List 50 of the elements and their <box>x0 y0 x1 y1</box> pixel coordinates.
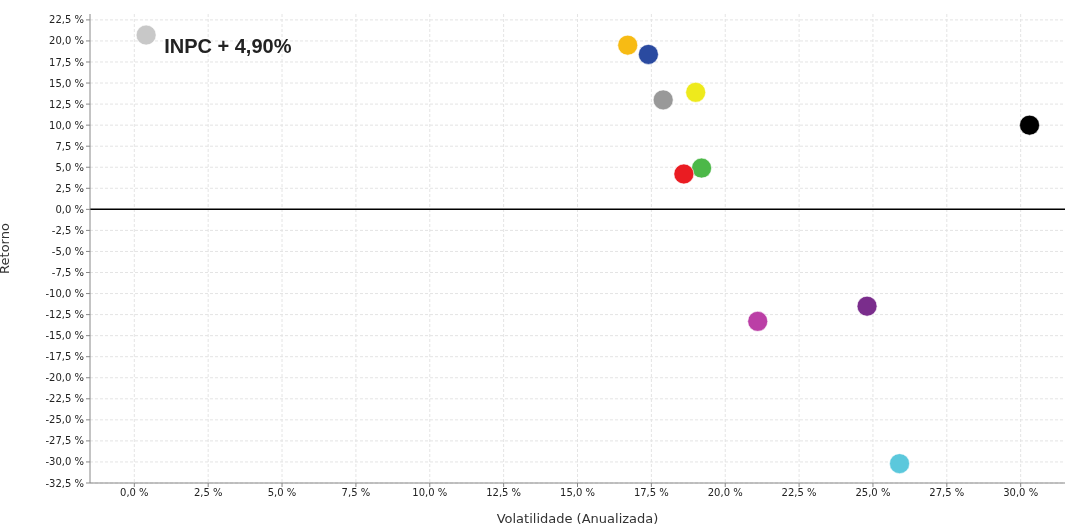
y-tick-label: 10,0 % <box>49 119 84 131</box>
point <box>1019 114 1041 136</box>
y-tick-label: -32,5 % <box>45 477 84 489</box>
x-tick-label: 12,5 % <box>486 487 522 499</box>
y-tick-label: 15,0 % <box>49 77 84 89</box>
y-axis-title: Retorno <box>0 223 12 274</box>
point <box>135 24 157 46</box>
point <box>637 43 659 65</box>
x-tick-label: 17,5 % <box>633 487 669 499</box>
x-axis-title: Volatilidade (Anualizada) <box>496 511 659 525</box>
x-tick-label: 27,5 % <box>929 487 965 499</box>
x-tick-label: 2,5 % <box>193 487 223 499</box>
x-tick-label: 0,0 % <box>120 487 149 499</box>
y-tick-label: 20,0 % <box>49 35 84 47</box>
point <box>856 295 878 317</box>
point <box>673 163 695 185</box>
y-tick-label: 17,5 % <box>49 56 84 68</box>
y-tick-label: -17,5 % <box>45 351 84 363</box>
point <box>617 34 639 56</box>
y-tick-label: -20,0 % <box>45 372 84 384</box>
y-tick-label: -22,5 % <box>45 393 84 405</box>
x-tick-label: 5,0 % <box>267 487 297 499</box>
x-tick-label: 20,0 % <box>707 487 743 499</box>
y-tick-label: -10,0 % <box>45 288 84 300</box>
y-tick-label: -30,0 % <box>45 456 84 468</box>
y-tick-label: -7,5 % <box>51 267 84 279</box>
y-tick-label: -5,0 % <box>51 246 84 257</box>
x-tick-label: 30,0 % <box>1003 487 1039 499</box>
x-tick-label: 10,0 % <box>412 487 448 499</box>
y-tick-label: 5,0 % <box>55 161 84 173</box>
x-tick-label: 15,0 % <box>560 487 595 499</box>
point <box>747 310 769 332</box>
y-tick-label: 0,0 % <box>55 203 84 215</box>
point <box>691 157 713 179</box>
y-tick-label: -12,5 % <box>45 309 84 321</box>
x-tick-label: 25,0 % <box>855 487 891 499</box>
y-tick-label: -27,5 % <box>45 435 84 447</box>
y-tick-label: -15,0 % <box>45 330 84 342</box>
y-tick-label: 2,5 % <box>55 182 84 194</box>
y-tick-label: -25,0 % <box>45 414 84 426</box>
annotation: INPC + 4,90% <box>164 35 292 58</box>
x-tick-label: 7,5 % <box>341 487 371 499</box>
y-tick-label: 7,5 % <box>55 140 84 152</box>
y-tick-label: 12,5 % <box>49 98 84 110</box>
point <box>889 453 911 475</box>
x-tick-label: 22,5 % <box>781 487 817 499</box>
y-tick-label: 22,5 % <box>49 14 84 26</box>
point <box>685 81 707 103</box>
point <box>652 89 674 111</box>
y-tick-label: -2,5 % <box>51 224 84 236</box>
